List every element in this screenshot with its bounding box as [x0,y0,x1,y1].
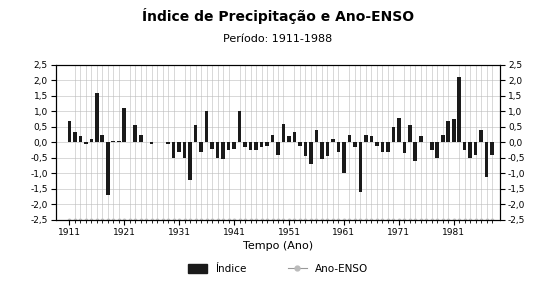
Bar [490,142,494,155]
Bar [336,142,340,152]
Bar [342,142,346,173]
Bar [106,142,110,195]
Bar [452,119,455,142]
Bar [260,142,264,147]
Bar [403,142,406,153]
Bar [364,135,368,142]
Bar [78,136,82,142]
Bar [188,142,192,180]
Bar [183,142,186,158]
Bar [166,142,170,144]
Bar [370,136,373,142]
Legend: Índice, Ano-ENSO: Índice, Ano-ENSO [188,264,368,274]
Bar [292,131,296,142]
Bar [391,127,395,142]
Text: Índice de Precipitação e Ano-ENSO: Índice de Precipitação e Ano-ENSO [142,8,414,25]
Bar [380,142,384,152]
Bar [414,142,417,161]
Bar [271,135,274,142]
Bar [463,142,466,150]
Bar [309,142,312,164]
Bar [216,142,220,158]
Bar [435,142,439,158]
Bar [397,118,400,142]
Bar [315,130,318,142]
Bar [298,142,302,146]
Bar [287,136,291,142]
Bar [73,131,77,142]
X-axis label: Tempo (Ano): Tempo (Ano) [243,241,313,251]
Bar [254,142,258,150]
Bar [353,142,356,147]
Bar [177,142,181,152]
Bar [221,142,225,160]
Bar [150,142,153,144]
Bar [359,142,362,192]
Bar [200,142,203,152]
Bar [210,142,214,149]
Text: Período: 1911-1988: Período: 1911-1988 [224,34,332,44]
Bar [90,139,93,142]
Bar [326,142,329,156]
Bar [446,121,450,142]
Bar [441,135,445,142]
Bar [468,142,472,158]
Bar [265,142,269,146]
Bar [139,135,142,142]
Bar [133,125,137,142]
Bar [386,142,390,152]
Bar [194,125,197,142]
Bar [205,111,208,142]
Bar [101,135,104,142]
Bar [276,142,280,155]
Bar [304,142,307,156]
Bar [122,108,126,142]
Bar [232,142,236,149]
Bar [84,142,88,144]
Bar [419,136,423,142]
Bar [479,130,483,142]
Bar [375,142,379,146]
Bar [320,142,324,160]
Bar [95,93,98,142]
Bar [227,142,230,150]
Bar [244,142,247,147]
Bar [408,125,411,142]
Bar [111,141,115,142]
Bar [458,77,461,142]
Bar [485,142,489,177]
Bar [249,142,252,150]
Bar [348,135,351,142]
Bar [238,111,241,142]
Bar [117,141,121,142]
Bar [282,124,285,142]
Bar [331,139,335,142]
Bar [172,142,176,158]
Bar [430,142,434,150]
Bar [67,121,71,142]
Bar [474,142,478,155]
